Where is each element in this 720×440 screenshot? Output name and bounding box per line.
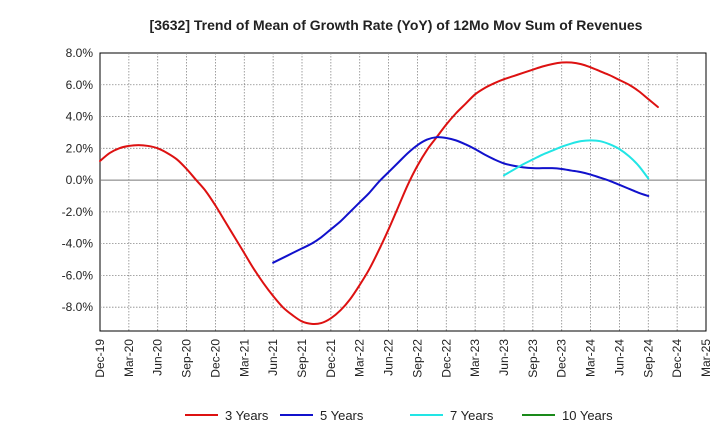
- x-tick-label: Mar-24: [584, 339, 598, 377]
- series-line-7-years: [503, 139, 650, 180]
- x-tick-label: Jun-24: [612, 339, 626, 376]
- x-tick-label: Sep-21: [295, 339, 309, 378]
- y-tick-label: -4.0%: [62, 237, 94, 251]
- x-axis-ticks: Dec-19 Mar-20 Jun-20 Sep-20 Dec-20 Mar-21 Jun-…: [93, 339, 713, 378]
- x-tick-label: Mar-25: [699, 339, 713, 377]
- x-tick-label: Sep-20: [180, 339, 194, 378]
- x-tick-label: Jun-23: [497, 339, 511, 376]
- x-tick-label: Dec-21: [324, 339, 338, 378]
- chart-title: [3632] Trend of Mean of Growth Rate (YoY…: [150, 17, 643, 33]
- legend-label-7-years: 7 Years: [450, 408, 494, 423]
- y-tick-label: -2.0%: [62, 205, 94, 219]
- legend-label-3-years: 3 Years: [225, 408, 269, 423]
- plot-frame: [99, 52, 707, 332]
- series-layer: [99, 61, 659, 325]
- series-line-5-years: [272, 136, 650, 264]
- y-tick-label: -6.0%: [62, 268, 94, 282]
- legend-label-10-years: 10 Years: [562, 408, 613, 423]
- x-tick-label: Dec-22: [439, 339, 453, 378]
- x-tick-label: Jun-22: [382, 339, 396, 376]
- x-tick-label: Jun-20: [151, 339, 165, 376]
- y-tick-label: -8.0%: [62, 300, 94, 314]
- x-tick-label: Mar-22: [353, 339, 367, 377]
- x-tick-label: Dec-24: [670, 339, 684, 378]
- y-tick-label: 8.0%: [66, 46, 94, 60]
- x-tick-label: Sep-24: [641, 339, 655, 378]
- series-line-3-years: [99, 61, 659, 325]
- x-tick-label: Dec-20: [208, 339, 222, 378]
- y-tick-label: 6.0%: [66, 78, 94, 92]
- legend-label-5-years: 5 Years: [320, 408, 364, 423]
- x-tick-label: Sep-23: [526, 339, 540, 378]
- y-tick-label: 0.0%: [66, 173, 94, 187]
- y-tick-label: 4.0%: [66, 110, 94, 124]
- y-tick-label: 2.0%: [66, 141, 94, 155]
- x-tick-label: Jun-21: [266, 339, 280, 376]
- x-tick-label: Mar-23: [468, 339, 482, 377]
- legend: 3 Years 5 Years 7 Years 10 Years: [185, 408, 613, 423]
- x-tick-label: Dec-19: [93, 339, 107, 378]
- y-axis-ticks: 8.0% 6.0% 4.0% 2.0% 0.0% -2.0% -4.0% -6.0% -8.0%: [62, 46, 94, 314]
- x-tick-label: Dec-23: [555, 339, 569, 378]
- x-tick-label: Mar-21: [237, 339, 251, 377]
- x-tick-label: Sep-22: [410, 339, 424, 378]
- x-tick-label: Mar-20: [122, 339, 136, 377]
- plot-area: [99, 52, 707, 332]
